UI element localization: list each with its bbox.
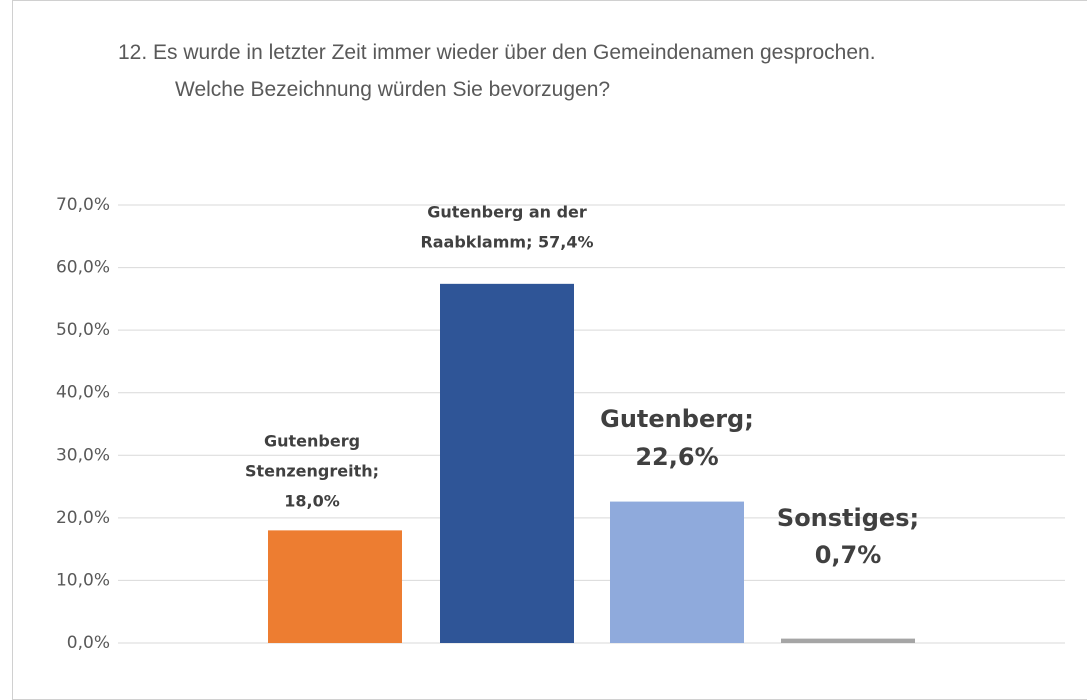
bar xyxy=(440,283,574,643)
data-label: Gutenberg; 22,6% xyxy=(600,405,754,471)
y-tick-label: 40,0% xyxy=(56,383,110,403)
bar xyxy=(268,530,402,643)
y-tick-label: 30,0% xyxy=(56,445,110,465)
data-label: Sonstiges; 0,7% xyxy=(777,504,919,569)
data-label: Gutenberg Stenzengreith; 18,0% xyxy=(245,432,379,511)
y-tick-label: 70,0% xyxy=(56,195,110,215)
y-tick-label: 10,0% xyxy=(56,570,110,590)
chart: 0,0% 10,0% 20,0% 30,0% 40,0% 50,0% 60,0% 70,0% G… xyxy=(56,195,1065,653)
data-label: Gutenberg an der Raabklamm; 57,4% xyxy=(420,203,593,252)
y-tick-label: 50,0% xyxy=(56,320,110,340)
y-tick-label: 60,0% xyxy=(56,258,110,278)
bar xyxy=(781,638,915,643)
y-tick-label: 20,0% xyxy=(56,508,110,528)
bar xyxy=(610,501,744,643)
chart-title: 12. Es wurde in letzter Zeit immer wiede… xyxy=(118,41,876,101)
y-tick-label: 0,0% xyxy=(67,633,110,653)
